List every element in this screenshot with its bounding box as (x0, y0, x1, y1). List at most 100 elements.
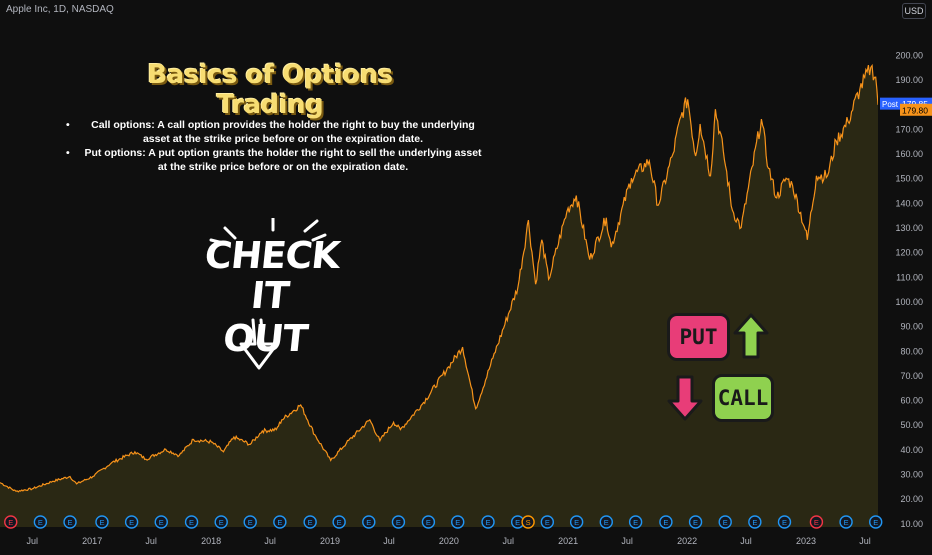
y-tick-label: 100.00 (895, 297, 923, 307)
time-scale-background (0, 540, 878, 550)
earnings-marker-icon (748, 515, 762, 529)
earnings-marker-letter: E (248, 518, 253, 527)
earnings-marker-icon (839, 515, 853, 529)
earnings-marker-letter: E (99, 518, 104, 527)
bullet-put-options: Put options: A put option grants the hol… (62, 146, 486, 174)
split-marker-icon (521, 515, 535, 529)
y-tick-label: 20.00 (900, 494, 923, 504)
earnings-marker-icon (243, 515, 257, 529)
y-tick-label: 150.00 (895, 174, 923, 184)
earnings-marker-letter: E (129, 518, 134, 527)
x-tick-label: Jul (145, 536, 157, 546)
earnings-marker-icon (718, 515, 732, 529)
x-tick-label: 2017 (82, 536, 102, 546)
check-it-out-sticker: CHECK IT OUT (203, 218, 341, 378)
x-tick-label: Jul (264, 536, 276, 546)
earnings-marker-letter: E (633, 518, 638, 527)
earnings-marker-icon (303, 515, 317, 529)
earnings-marker-icon (362, 515, 376, 529)
x-tick-label: 2023 (796, 536, 816, 546)
y-tick-label: 200.00 (895, 50, 923, 60)
y-tick-label: 120.00 (895, 248, 923, 258)
y-tick-label: 140.00 (895, 198, 923, 208)
y-tick-label: 50.00 (900, 420, 923, 430)
earnings-marker-icon (599, 515, 613, 529)
annotation-title: Basics of Options Trading (147, 60, 393, 120)
earnings-marker-letter: E (455, 518, 460, 527)
earnings-marker-icon (421, 515, 436, 529)
earnings-marker-letter: E (752, 518, 757, 527)
earnings-marker-letter: E (366, 518, 371, 527)
last-price-value: 179.80 (902, 105, 928, 115)
x-tick-label: Jul (383, 536, 395, 546)
earnings-marker-letter: E (844, 518, 849, 527)
put-badge: PUT (667, 313, 730, 361)
y-tick-label: 110.00 (896, 272, 923, 282)
earnings-marker-icon (869, 515, 883, 529)
annotation-bullets: Call options: A call option provides the… (62, 118, 486, 174)
earnings-marker-icon (33, 515, 48, 529)
earnings-marker-icon (154, 515, 168, 529)
bullet-call-options: Call options: A call option provides the… (62, 118, 486, 146)
earnings-marker-icon (809, 515, 824, 529)
earnings-marker-letter: E (782, 518, 787, 527)
earnings-marker-icon (569, 515, 584, 529)
arrow-down-icon (667, 375, 703, 421)
earnings-marker-letter: E (189, 518, 194, 527)
y-tick-label: 160.00 (895, 149, 923, 159)
earnings-marker-letter: E (38, 518, 43, 527)
x-tick-label: 2018 (201, 536, 221, 546)
earnings-marker-icon (95, 515, 109, 529)
earnings-marker-letter: E (574, 518, 579, 527)
x-tick-label: Jul (740, 536, 752, 546)
symbol-label[interactable]: Apple Inc, 1D, NASDAQ (6, 4, 114, 15)
currency-button[interactable]: USD (902, 3, 926, 19)
y-tick-label: 60.00 (900, 396, 923, 406)
check-sparks-icon (209, 218, 327, 245)
earnings-marker-letter: E (515, 518, 520, 527)
earnings-marker-letter: E (693, 518, 698, 527)
earnings-marker-icon (391, 515, 406, 529)
x-tick-label: 2020 (439, 536, 459, 546)
earnings-marker-letter: E (873, 518, 878, 527)
earnings-marker-icon (451, 515, 465, 529)
y-tick-label: 80.00 (900, 346, 923, 356)
earnings-marker-letter: E (604, 518, 609, 527)
earnings-marker-icon (659, 515, 673, 529)
last-price-tag (900, 103, 932, 116)
earnings-marker-letter: E (219, 518, 224, 527)
x-tick-label: Jul (502, 536, 514, 546)
arrow-up-icon (733, 313, 769, 359)
earnings-marker-icon (332, 515, 346, 529)
earnings-marker-letter: E (277, 518, 282, 527)
call-badge: CALL (712, 374, 774, 422)
earnings-marker-icon (540, 515, 555, 529)
y-tick-label: 190.00 (895, 75, 923, 85)
x-tick-label: 2022 (677, 536, 697, 546)
earnings-marker-letter: E (486, 518, 491, 527)
earnings-marker-icon (273, 515, 287, 529)
y-tick-label: 90.00 (900, 322, 923, 332)
y-tick-label: 130.00 (895, 223, 923, 233)
y-tick-label: 170.00 (895, 124, 923, 134)
earnings-marker-letter: E (545, 518, 550, 527)
earnings-marker-letter: E (723, 518, 728, 527)
post-tag-label: Post (882, 100, 899, 109)
y-tick-label: 30.00 (900, 470, 923, 480)
down-arrow-icon (239, 318, 279, 370)
earnings-marker-icon (777, 515, 792, 529)
y-tick-label: 40.00 (900, 445, 923, 455)
earnings-marker-letter: E (159, 518, 164, 527)
earnings-marker-icon (688, 515, 703, 529)
split-marker-letter: S (526, 518, 531, 527)
earnings-marker-letter: E (426, 518, 431, 527)
y-tick-label: 70.00 (900, 371, 923, 381)
x-tick-label: Jul (26, 536, 38, 546)
x-tick-label: 2019 (320, 536, 340, 546)
x-tick-label: Jul (621, 536, 633, 546)
earnings-marker-letter: E (814, 518, 819, 527)
x-tick-label: 2021 (558, 536, 578, 546)
earnings-marker-icon (124, 515, 139, 529)
